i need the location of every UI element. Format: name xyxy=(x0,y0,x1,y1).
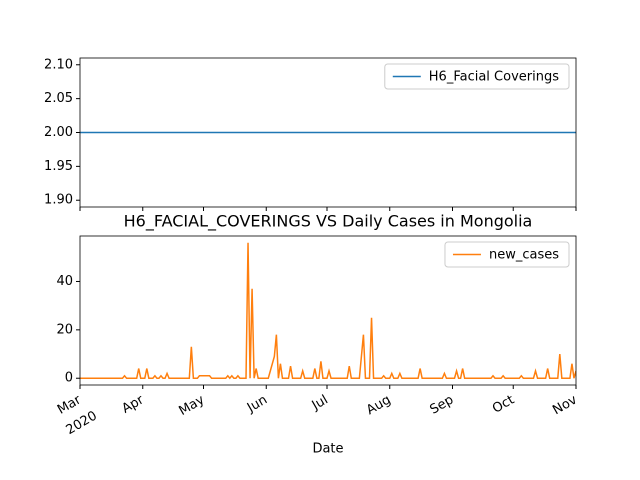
y-tick-label: 2.05 xyxy=(44,91,73,106)
axes-frame xyxy=(79,57,577,208)
legend-label: new_cases xyxy=(489,248,559,263)
x-axis-label: Date xyxy=(312,442,343,457)
y-tick-label: 1.95 xyxy=(44,159,73,174)
y-tick-label: 2.00 xyxy=(44,125,73,140)
legend-label: H6_Facial Coverings xyxy=(429,70,559,85)
legend-box xyxy=(444,241,570,268)
data-line xyxy=(80,242,576,380)
y-tick-label: 1.90 xyxy=(44,193,73,208)
y-tick-label: 0 xyxy=(65,371,73,386)
y-tick-label: 20 xyxy=(56,322,73,337)
legend-box xyxy=(384,63,570,90)
y-tick-label: 2.10 xyxy=(44,57,73,72)
chart-title: H6_FACIAL_COVERINGS VS Daily Cases in Mo… xyxy=(124,212,533,232)
axes-frame xyxy=(79,235,577,386)
y-tick-label: 40 xyxy=(56,274,73,289)
x-tick-label: Jul xyxy=(309,393,331,414)
